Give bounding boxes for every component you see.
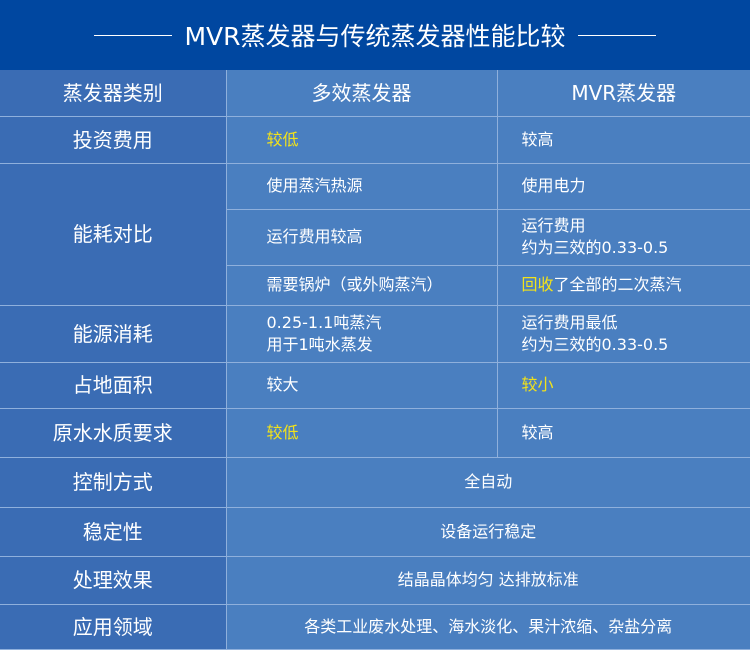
cell-merged: 结晶晶体均匀 达排放标准	[226, 556, 750, 604]
table-row: 处理效果 结晶晶体均匀 达排放标准	[0, 556, 750, 604]
table-row: 稳定性 设备运行稳定	[0, 507, 750, 556]
cell-mvr: 较高	[497, 408, 750, 457]
cell-merged: 各类工业废水处理、海水淡化、果汁浓缩、杂盐分离	[226, 604, 750, 649]
cell-mvr: 使用电力	[497, 163, 750, 209]
cell-multi: 较低	[226, 408, 497, 457]
header-multi-effect: 多效蒸发器	[226, 70, 497, 116]
cell-merged: 设备运行稳定	[226, 507, 750, 556]
comparison-table: 蒸发器类别 多效蒸发器 MVR蒸发器 投资费用 较低 较高 能耗对比 使用蒸汽热…	[0, 70, 750, 650]
table-row: 控制方式 全自动	[0, 457, 750, 507]
table-row: 占地面积 较大 较小	[0, 362, 750, 408]
row-label: 能源消耗	[0, 305, 226, 362]
title-bar: MVR蒸发器与传统蒸发器性能比较	[0, 0, 750, 70]
row-label: 控制方式	[0, 457, 226, 507]
cell-multi: 需要锅炉（或外购蒸汽）	[226, 265, 497, 305]
highlight-text: 回收	[522, 275, 554, 294]
table-row: 应用领域 各类工业废水处理、海水淡化、果汁浓缩、杂盐分离	[0, 604, 750, 649]
cell-merged: 全自动	[226, 457, 750, 507]
cell-text: 了全部的二次蒸汽	[554, 275, 682, 294]
row-label: 处理效果	[0, 556, 226, 604]
cell-mvr: 运行费用约为三效的0.33-0.5	[497, 209, 750, 265]
cell-multi: 使用蒸汽热源	[226, 163, 497, 209]
cell-line: 运行费用最低	[522, 312, 750, 334]
cell-line: 0.25-1.1吨蒸汽	[267, 312, 497, 334]
table-row: 投资费用 较低 较高	[0, 116, 750, 163]
cell-multi: 运行费用较高	[226, 209, 497, 265]
row-label: 应用领域	[0, 604, 226, 649]
cell-mvr: 较小	[497, 362, 750, 408]
header-mvr: MVR蒸发器	[497, 70, 750, 116]
cell-multi: 0.25-1.1吨蒸汽用于1吨水蒸发	[226, 305, 497, 362]
cell-line: 用于1吨水蒸发	[267, 334, 497, 356]
row-label: 稳定性	[0, 507, 226, 556]
header-category: 蒸发器类别	[0, 70, 226, 116]
title-decor-line-right	[578, 35, 656, 36]
table-row: 能源消耗 0.25-1.1吨蒸汽用于1吨水蒸发 运行费用最低约为三效的0.33-…	[0, 305, 750, 362]
cell-mvr: 回收了全部的二次蒸汽	[497, 265, 750, 305]
row-label: 原水水质要求	[0, 408, 226, 457]
row-label: 投资费用	[0, 116, 226, 163]
cell-multi: 较低	[226, 116, 497, 163]
title-decor-line-left	[94, 35, 172, 36]
cell-line: 约为三效的0.33-0.5	[522, 334, 750, 356]
table-row: 能耗对比 使用蒸汽热源 使用电力	[0, 163, 750, 209]
cell-multi: 较大	[226, 362, 497, 408]
page-title: MVR蒸发器与传统蒸发器性能比较	[184, 17, 565, 53]
table-row: 原水水质要求 较低 较高	[0, 408, 750, 457]
table-header-row: 蒸发器类别 多效蒸发器 MVR蒸发器	[0, 70, 750, 116]
cell-mvr: 运行费用最低约为三效的0.33-0.5	[497, 305, 750, 362]
row-label: 能耗对比	[0, 163, 226, 305]
row-label: 占地面积	[0, 362, 226, 408]
cell-mvr: 较高	[497, 116, 750, 163]
cell-line: 运行费用	[522, 215, 750, 237]
cell-line: 约为三效的0.33-0.5	[522, 237, 750, 259]
